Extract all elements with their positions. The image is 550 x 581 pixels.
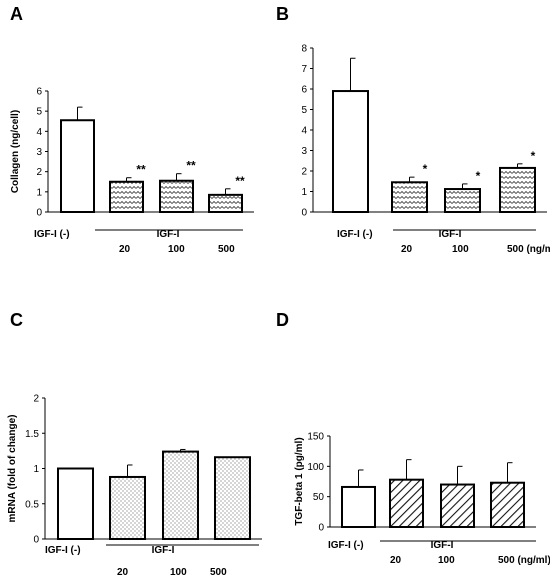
bar-a-1 — [60, 119, 95, 213]
significance-mark: * — [476, 169, 481, 183]
y-tick-label: 4 — [301, 126, 307, 137]
y-tick-label: 2 — [33, 394, 39, 405]
y-tick-label: 5 — [36, 107, 42, 118]
y-tick-label: 1 — [33, 464, 39, 475]
bar-a-4 — [208, 193, 243, 214]
panel-letter-a: A — [10, 4, 23, 24]
panel-letter-d: D — [276, 310, 289, 330]
dose-label: 500 — [218, 244, 235, 255]
bar-a-3 — [159, 179, 194, 214]
bar-b-3 — [444, 188, 481, 213]
dose-label: 20 — [119, 244, 131, 255]
y-tick-label: 1 — [36, 187, 42, 198]
y-tick-label: 0 — [36, 208, 42, 219]
bar-c-4 — [214, 456, 251, 540]
control-label: IGF-I (-) — [45, 545, 81, 556]
significance-mark: * — [531, 149, 536, 163]
group-label: IGF-I — [439, 229, 462, 240]
significance-mark: ** — [235, 174, 245, 188]
significance-mark: ** — [186, 159, 196, 173]
dose-label: 20 — [117, 567, 129, 578]
bar-d-4 — [490, 481, 525, 529]
dose-label: 500 (ng/ml) — [507, 244, 550, 255]
bar-b-2 — [391, 181, 428, 213]
dose-label: 20 — [401, 244, 413, 255]
y-tick-label: 7 — [301, 64, 307, 75]
y-tick-label: 100 — [307, 462, 324, 473]
dose-label: 20 — [390, 555, 402, 566]
y-tick-label: 50 — [313, 492, 325, 503]
dose-label: 100 — [168, 244, 185, 255]
y-tick-label: 5 — [301, 105, 307, 116]
significance-mark: ** — [136, 163, 146, 177]
y-tick-label: 3 — [36, 147, 42, 158]
group-label: IGF-I — [157, 229, 180, 240]
dose-label: 500 (ng/ml) — [498, 555, 550, 566]
y-tick-label: 8 — [301, 44, 307, 55]
y-tick-label: 0 — [318, 523, 324, 534]
significance-mark: * — [423, 162, 428, 176]
y-tick-label: 1 — [301, 187, 307, 198]
y-tick-label: 0.5 — [25, 499, 39, 510]
panel-a-chart: 0 1 2 3 4 5 6 Collagen (ng/cell) ** ** ** IGF-I (-)… — [10, 87, 254, 255]
panel-letter-c: C — [10, 310, 23, 330]
bar-a-2 — [109, 180, 144, 213]
y-tick-label: 4 — [36, 127, 42, 138]
dose-label: 100 — [170, 567, 187, 578]
y-tick-label: 6 — [301, 85, 307, 96]
y-tick-label: 2 — [301, 167, 307, 178]
bar-d-1 — [341, 485, 376, 528]
y-axis-label: Collagen (ng/cell) — [10, 110, 21, 193]
bar-c-2 — [109, 475, 146, 540]
dose-label: 100 — [438, 555, 455, 566]
group-label: IGF-I — [152, 545, 175, 556]
y-tick-label: 1.5 — [25, 429, 39, 440]
y-axis-label: mRNA (fold of change) — [7, 415, 18, 523]
panel-c-chart: 0 0.5 1 1.5 2 mRNA (fold of change) IGF-I (-) I… — [7, 394, 262, 578]
bar-c-3 — [162, 450, 199, 540]
control-label: IGF-I (-) — [337, 229, 373, 240]
y-tick-label: 2 — [36, 167, 42, 178]
bar-c-1 — [57, 467, 94, 540]
control-label: IGF-I (-) — [34, 229, 70, 240]
group-label: IGF-I — [431, 540, 454, 551]
panel-letter-b: B — [276, 4, 289, 24]
y-tick-label: 3 — [301, 146, 307, 157]
y-tick-label: 6 — [36, 87, 42, 98]
control-label: IGF-I (-) — [328, 540, 364, 551]
y-tick-label: 0 — [33, 535, 39, 546]
panel-b-chart: 0 1 2 3 4 5 6 7 8 * * * IGF-I (-) IGF-I 20 100 500 (ng/m… — [301, 44, 550, 256]
dose-label: 100 — [452, 244, 469, 255]
y-axis-label: TGF-beta 1 (pg/ml) — [294, 437, 305, 525]
dose-label: 500 — [210, 567, 227, 578]
y-tick-label: 150 — [307, 432, 324, 443]
bar-d-3 — [440, 483, 475, 528]
bar-b-4 — [499, 166, 536, 214]
bar-b-1 — [332, 90, 369, 213]
bar-d-2 — [389, 478, 424, 528]
y-tick-label: 0 — [301, 208, 307, 219]
